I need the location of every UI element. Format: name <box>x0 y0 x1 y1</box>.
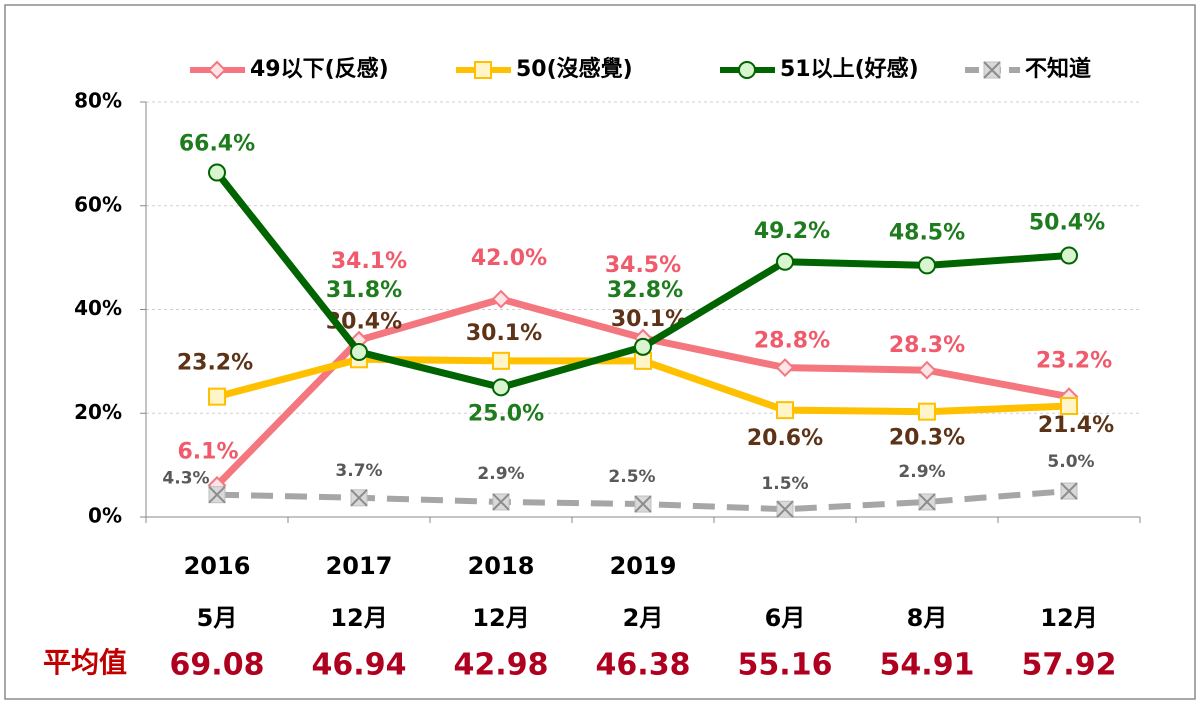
point-marker <box>491 289 511 309</box>
point-marker <box>917 360 937 380</box>
average-value: 46.94 <box>312 648 407 683</box>
point-marker-cross <box>776 500 794 518</box>
data-label: 20.6% <box>747 426 823 451</box>
average-value: 55.16 <box>738 648 833 683</box>
data-label: 1.5% <box>761 474 808 494</box>
data-label: 42.0% <box>471 246 547 271</box>
point-marker-cross <box>1060 482 1078 500</box>
point-marker-cross <box>918 493 936 511</box>
point-marker <box>492 351 510 370</box>
point-marker <box>776 252 794 271</box>
data-label: 50.4% <box>1029 211 1105 236</box>
data-label: 34.5% <box>605 253 681 278</box>
x-tick-label: 12月 <box>1040 604 1097 632</box>
data-label: 31.8% <box>326 278 402 303</box>
data-label: 25.0% <box>468 401 544 426</box>
x-year-label: 2016 <box>184 552 251 580</box>
point-marker-cross <box>634 495 652 513</box>
average-value: 69.08 <box>170 648 265 683</box>
data-label: 2.9% <box>477 464 524 484</box>
x-tick-label: 12月 <box>472 604 529 632</box>
data-label: 66.4% <box>179 132 255 157</box>
point-marker <box>1060 396 1078 415</box>
legend-marker <box>207 60 227 80</box>
data-label: 32.8% <box>607 278 683 303</box>
x-tick-label: 12月 <box>330 604 387 632</box>
data-label: 28.8% <box>754 329 830 354</box>
y-tick-label: 20% <box>74 400 122 424</box>
legend-marker <box>474 61 492 79</box>
point-marker-cross <box>350 489 368 507</box>
legend-marker-cross <box>983 61 1001 79</box>
x-year-label: 2019 <box>610 552 677 580</box>
point-marker <box>775 358 795 378</box>
y-tick-label: 60% <box>74 192 122 216</box>
data-label: 34.1% <box>331 249 407 274</box>
data-label: 2.5% <box>608 467 655 487</box>
point-marker <box>776 401 794 420</box>
data-label: 49.2% <box>754 219 830 244</box>
data-label: 20.3% <box>889 426 965 451</box>
x-tick-label: 2月 <box>623 604 664 632</box>
data-label: 3.7% <box>335 461 382 481</box>
data-label: 21.4% <box>1038 413 1114 438</box>
point-marker <box>918 402 936 421</box>
data-label: 2.9% <box>898 462 945 482</box>
point-marker <box>1060 246 1078 265</box>
frame <box>4 4 1196 700</box>
legend-label: 49以下(反感) <box>250 56 389 82</box>
point-marker <box>350 343 368 362</box>
average-value: 42.98 <box>454 648 549 683</box>
data-label: 23.2% <box>177 351 253 376</box>
point-marker <box>208 163 226 182</box>
data-label: 6.1% <box>177 439 238 464</box>
legend-label: 不知道 <box>1025 56 1091 82</box>
average-value: 57.92 <box>1022 648 1117 683</box>
average-label: 平均值 <box>43 646 127 679</box>
average-value: 46.38 <box>596 648 691 683</box>
point-marker-cross <box>492 493 510 511</box>
data-label: 48.5% <box>889 220 965 245</box>
legend-marker <box>738 61 756 79</box>
x-tick-label: 5月 <box>197 604 238 632</box>
point-marker-cross <box>208 485 226 504</box>
data-label: 28.3% <box>889 333 965 358</box>
y-tick-label: 80% <box>74 89 122 113</box>
y-tick-label: 40% <box>74 296 122 320</box>
point-marker <box>208 387 226 406</box>
data-label: 4.3% <box>162 469 209 489</box>
point-marker <box>492 378 510 397</box>
legend-label: 51以上(好感) <box>780 56 919 82</box>
x-tick-label: 8月 <box>907 604 948 632</box>
average-value: 54.91 <box>880 648 975 683</box>
data-label: 30.1% <box>466 321 542 346</box>
legend-label: 50(沒感覺) <box>516 56 633 82</box>
x-year-label: 2017 <box>326 552 393 580</box>
point-marker <box>918 256 936 275</box>
x-year-label: 2018 <box>468 552 535 580</box>
data-label: 23.2% <box>1036 349 1112 374</box>
data-label: 5.0% <box>1047 452 1094 472</box>
point-marker <box>634 337 652 356</box>
x-tick-label: 6月 <box>765 604 806 632</box>
y-tick-label: 0% <box>88 504 122 528</box>
